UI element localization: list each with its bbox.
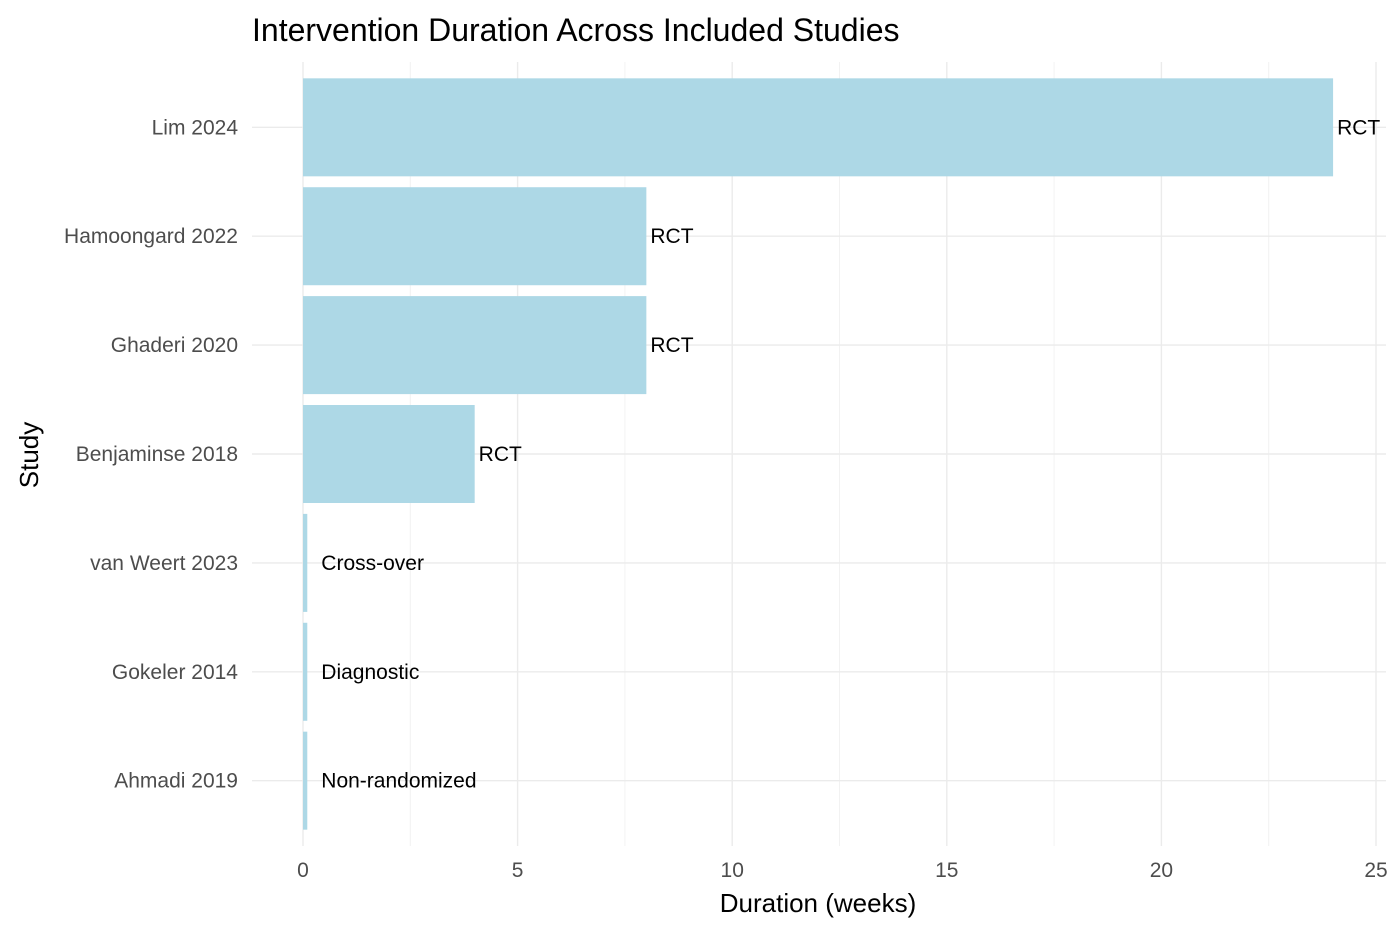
y-tick-label: Hamoongard 2022 <box>64 225 238 248</box>
bar-label: Diagnostic <box>321 661 419 684</box>
y-tick-label: Gokeler 2014 <box>112 661 238 684</box>
x-tick-label: 10 <box>721 859 744 882</box>
bar-labels: RCT RCT RCT RCT Cross-over Diagnostic Non-rand… <box>321 116 1380 792</box>
bar-label: Non-randomized <box>321 770 476 793</box>
y-axis-tick-labels: Lim 2024 Hamoongard 2022 Ghaderi 2020 Benja… <box>64 116 238 792</box>
y-tick-label: van Weert 2023 <box>90 552 238 575</box>
x-tick-label: 25 <box>1364 859 1387 882</box>
bar <box>303 187 647 286</box>
bar <box>303 78 1334 177</box>
bar-label: RCT <box>1337 116 1380 139</box>
bar-label: Cross-over <box>321 552 424 575</box>
y-tick-label: Ghaderi 2020 <box>111 334 238 357</box>
chart-title: Intervention Duration Across Included St… <box>252 12 899 48</box>
y-tick-label: Ahmadi 2019 <box>114 770 238 793</box>
x-tick-label: 20 <box>1150 859 1173 882</box>
y-tick-label: Lim 2024 <box>152 116 239 139</box>
x-tick-label: 5 <box>512 859 524 882</box>
bar-label: RCT <box>650 225 693 248</box>
bars <box>303 78 1334 830</box>
bar <box>303 731 308 830</box>
bar <box>303 622 308 721</box>
x-axis-tick-labels: 0 5 10 15 20 25 <box>297 859 1388 882</box>
bar-label: RCT <box>479 443 522 466</box>
y-axis-title: Study <box>14 422 44 489</box>
bar-label: RCT <box>650 334 693 357</box>
x-tick-label: 15 <box>935 859 958 882</box>
bar <box>303 296 647 395</box>
x-axis-title: Duration (weeks) <box>720 888 917 918</box>
bar <box>303 513 308 612</box>
x-tick-label: 0 <box>297 859 309 882</box>
bar <box>303 405 475 503</box>
y-tick-label: Benjaminse 2018 <box>76 443 238 466</box>
